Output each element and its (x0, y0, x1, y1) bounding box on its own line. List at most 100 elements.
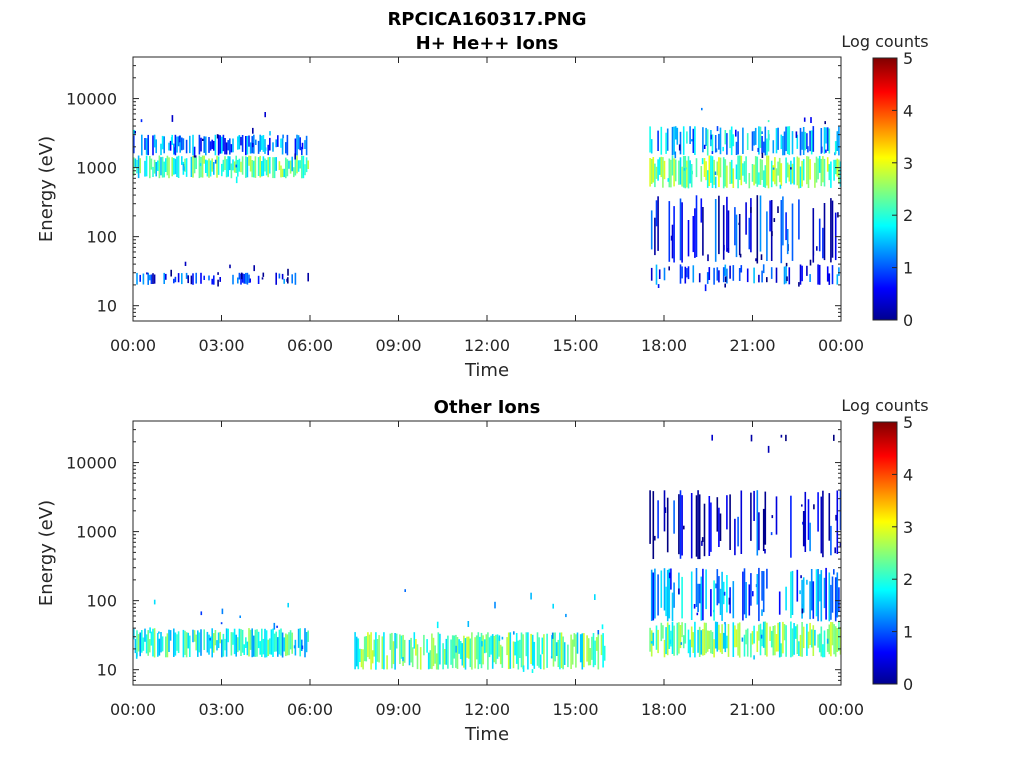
spectrogram-cell (173, 143, 175, 155)
spectrogram-cell (211, 628, 213, 658)
spectrogram-cell (371, 650, 374, 664)
spectrogram-cell (275, 272, 277, 285)
spectrogram-cell (277, 135, 279, 147)
spectrogram-cell (777, 161, 779, 176)
spectrogram-cell (791, 570, 794, 615)
spectrogram-cell (682, 126, 685, 155)
spectrogram-cell (296, 134, 298, 156)
spectrogram-cell (761, 136, 763, 154)
plot-frame (132, 56, 842, 322)
spectrogram-cell (264, 628, 266, 658)
spectrogram-cell (399, 634, 401, 664)
spectrogram-cell (168, 142, 170, 151)
spectrogram-cell (724, 624, 727, 653)
spectrogram-cell (746, 268, 749, 283)
spectrogram-cell (791, 628, 794, 657)
spectrogram-cell (796, 569, 799, 602)
spectrogram-cell (753, 131, 755, 146)
spectrogram-cell (282, 134, 284, 139)
spectrogram-cell (766, 568, 768, 589)
spectrogram-cell (662, 157, 664, 188)
spectrogram-cell (165, 273, 167, 280)
spectrogram-cell (690, 571, 693, 620)
spectrogram-cell (259, 134, 261, 152)
spectrogram-cell (782, 621, 784, 654)
spectrogram-cell (780, 134, 783, 150)
spectrogram-cell (833, 569, 835, 575)
spectrogram-cell (743, 568, 746, 615)
spectrogram-cell (721, 571, 723, 621)
spectrogram-cell (710, 134, 712, 140)
spectrogram-cell (702, 568, 704, 621)
spectrogram-cell (810, 569, 813, 611)
spectrogram-cell (243, 644, 245, 655)
spectrogram-cell (597, 633, 600, 670)
spectrogram-cell (265, 630, 268, 658)
spectrogram-cell (652, 157, 655, 183)
spectrogram-cell (655, 200, 658, 227)
spectrogram-cell (245, 272, 247, 284)
spectrogram-cell (261, 628, 263, 657)
spectrogram-cell (780, 163, 783, 186)
spectrogram-cell (790, 160, 792, 185)
spectrogram-cell (152, 135, 154, 156)
spectrogram-cell (679, 157, 682, 185)
spectrogram-cell (835, 514, 837, 521)
spectrogram-cell (706, 630, 709, 652)
spectrogram-cell (415, 639, 417, 656)
spectrogram-cell (830, 584, 832, 620)
spectrogram-cell (579, 634, 582, 663)
spectrogram-cell (767, 120, 770, 123)
colorbar-tick-label: 0 (903, 675, 913, 694)
spectrogram-cell (169, 140, 172, 151)
spectrogram-cell (252, 142, 254, 148)
x-tick-label: 12:00 (464, 336, 510, 355)
spectrogram-cell (823, 158, 826, 187)
spectrogram-cell (654, 217, 656, 256)
spectrogram-cell (307, 272, 309, 282)
spectrogram-cell (831, 265, 834, 285)
spectrogram-cell (817, 634, 819, 648)
spectrogram-cell (687, 266, 690, 280)
spectrogram-cell (727, 210, 730, 253)
spectrogram-cell (194, 155, 197, 158)
spectrogram-cell (394, 633, 396, 670)
spectrogram-cell (665, 627, 667, 655)
spectrogram-cell (237, 159, 239, 177)
spectrogram-cell (670, 235, 673, 241)
spectrogram-cell (719, 633, 722, 653)
spectrogram-cell (411, 647, 414, 668)
spectrogram-cell (299, 160, 301, 169)
spectrogram-cell (753, 490, 755, 521)
spectrogram-cell (144, 138, 146, 150)
spectrogram-cell (182, 629, 185, 658)
spectrogram-cell (296, 155, 298, 174)
spectrogram-cell (546, 633, 548, 668)
spectrogram-cell (305, 157, 308, 173)
spectrogram-cell (822, 227, 824, 259)
spectrogram-cell (229, 156, 231, 171)
spectrogram-cell (559, 632, 561, 670)
spectrogram-cell (722, 205, 725, 260)
spectrogram-cell (756, 631, 759, 652)
spectrogram-cell (769, 200, 771, 232)
spectrogram-cell (700, 198, 703, 223)
spectrogram-cell (293, 167, 295, 178)
spectrogram-cell (410, 637, 412, 663)
spectrogram-cell (229, 264, 231, 269)
spectrogram-cell (743, 634, 746, 657)
spectrogram-cell (686, 268, 688, 278)
spectrogram-cell (810, 629, 813, 648)
spectrogram-cell (227, 628, 229, 643)
spectrogram-cell (710, 630, 712, 654)
spectrogram-cell (729, 161, 731, 184)
spectrogram-cell (285, 157, 287, 179)
spectrogram-cell (376, 639, 379, 662)
spectrogram-cell (155, 139, 157, 154)
spectrogram-cell (735, 629, 738, 648)
spectrogram-cell (770, 200, 773, 261)
spectrogram-cell (799, 264, 802, 285)
spectrogram-cell (275, 157, 277, 171)
spectrogram-cell (281, 273, 284, 280)
spectrogram-cell (525, 632, 528, 657)
